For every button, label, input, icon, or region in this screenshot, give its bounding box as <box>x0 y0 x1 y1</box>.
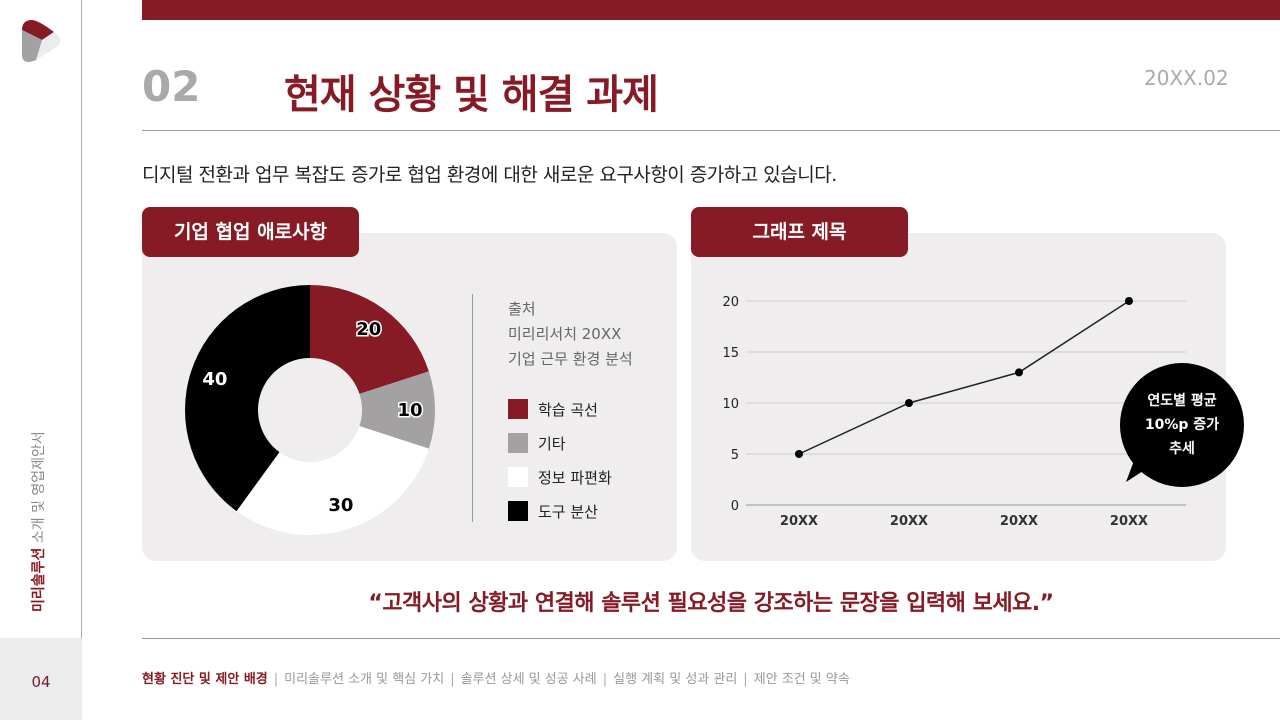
donut-value-label: 10 <box>397 400 422 421</box>
y-tick-label: 20 <box>722 295 739 310</box>
footer-separator: | <box>602 672 608 687</box>
top-accent-bar <box>142 0 1280 20</box>
quote: “고객사의 상황과 연결해 솔루션 필요성을 강조하는 문장을 입력해 보세요.… <box>368 591 1054 616</box>
donut-value-label: 40 <box>202 369 227 390</box>
line-panel-tag: 그래프 제목 <box>691 207 908 257</box>
header-divider <box>142 130 1280 131</box>
donut-chart: 20 10 30 40 <box>184 285 435 535</box>
donut-slice <box>359 371 435 449</box>
x-tick-label: 20XX <box>1000 514 1038 529</box>
legend-swatch <box>508 433 528 453</box>
subtitle: 디지털 전환과 업무 복잡도 증가로 협업 환경에 대한 새로운 요구사항이 증… <box>142 164 837 186</box>
footer-nav-item[interactable]: 현황 진단 및 제안 배경 <box>142 672 268 687</box>
footer-separator: | <box>273 672 279 687</box>
legend-item: 기타 <box>508 426 612 460</box>
donut-slice <box>236 426 429 535</box>
y-tick-label: 15 <box>722 346 739 361</box>
y-tick-label: 10 <box>722 397 739 412</box>
x-tick-label: 20XX <box>780 514 818 529</box>
legend-item: 학습 곡선 <box>508 392 612 426</box>
legend-swatch <box>508 501 528 521</box>
x-tick-label: 20XX <box>890 514 928 529</box>
legend-item: 정보 파편화 <box>508 460 612 494</box>
callout-tail <box>1126 450 1160 482</box>
callout-line: 추세 <box>1169 441 1195 457</box>
source-note: 출처 미리리서치 20XX 기업 근무 환경 분석 <box>508 297 633 372</box>
legend-divider <box>472 294 473 522</box>
footer-nav-item[interactable]: 미리솔루션 소개 및 핵심 가치 <box>284 672 445 687</box>
footer-separator: | <box>450 672 455 687</box>
data-point <box>1125 297 1133 305</box>
source-name: 미리리서치 20XX <box>508 325 622 343</box>
legend-label: 학습 곡선 <box>538 400 598 419</box>
footer-nav-item[interactable]: 실행 계획 및 성과 관리 <box>613 672 738 687</box>
footer-nav: 현황 진단 및 제안 배경 | 미리솔루션 소개 및 핵심 가치 | 솔루션 상세 및 … <box>142 668 850 687</box>
source-desc: 기업 근무 환경 분석 <box>508 350 633 368</box>
legend-swatch <box>508 467 528 487</box>
page-title: 현재 상황 및 해결 과제 <box>284 72 659 118</box>
y-tick-label: 5 <box>731 448 739 463</box>
donut-legend: 학습 곡선 기타 정보 파편화 도구 분산 <box>508 392 612 528</box>
legend-item: 도구 분산 <box>508 494 612 528</box>
donut-value-label: 20 <box>356 319 381 340</box>
data-point <box>905 399 913 407</box>
data-point <box>795 450 803 458</box>
legend-label: 도구 분산 <box>538 502 598 521</box>
legend-label: 기타 <box>538 434 566 453</box>
donut-panel-tag: 기업 협업 애로사항 <box>142 207 359 257</box>
footer-nav-item[interactable]: 솔루션 상세 및 성공 사례 <box>460 672 597 687</box>
line-series <box>798 300 1130 455</box>
logo-icon <box>22 20 61 62</box>
data-point <box>1015 368 1023 377</box>
source-label: 출처 <box>508 300 536 318</box>
section-number: 02 <box>142 62 201 111</box>
donut-slice <box>310 285 429 394</box>
footer-separator: | <box>743 672 748 687</box>
line-chart: 0 5 10 15 20 20XX 20XX 20XX 20XX <box>722 295 1186 529</box>
date-label: 20XX.02 <box>1144 66 1229 90</box>
page-number: 04 <box>0 638 82 720</box>
legend-swatch <box>508 399 528 419</box>
callout-line: 연도별 평균 <box>1147 393 1217 409</box>
footer-divider <box>142 638 1280 639</box>
donut-value-label: 30 <box>328 495 353 516</box>
y-tick-label: 0 <box>731 499 739 514</box>
x-tick-label: 20XX <box>1110 514 1148 529</box>
legend-label: 정보 파편화 <box>538 468 612 487</box>
callout-line: 10%p 증가 <box>1144 417 1220 433</box>
sidebar: 미리솔루션 소개 및 영업제안서 04 <box>0 0 82 720</box>
donut-slice <box>184 285 310 512</box>
footer-nav-item[interactable]: 제안 조건 및 약속 <box>753 672 850 687</box>
